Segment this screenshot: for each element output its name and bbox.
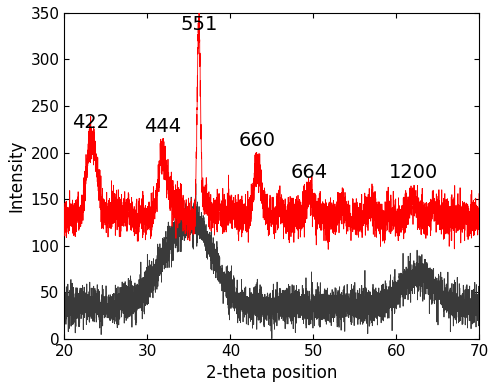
Text: 660: 660 bbox=[239, 131, 275, 150]
Text: 664: 664 bbox=[291, 163, 328, 182]
Y-axis label: Intensity: Intensity bbox=[7, 140, 25, 212]
Text: 444: 444 bbox=[144, 117, 181, 136]
X-axis label: 2-theta position: 2-theta position bbox=[206, 364, 338, 382]
Text: 1200: 1200 bbox=[388, 163, 437, 182]
Text: 422: 422 bbox=[72, 113, 110, 132]
Text: 551: 551 bbox=[180, 15, 218, 34]
